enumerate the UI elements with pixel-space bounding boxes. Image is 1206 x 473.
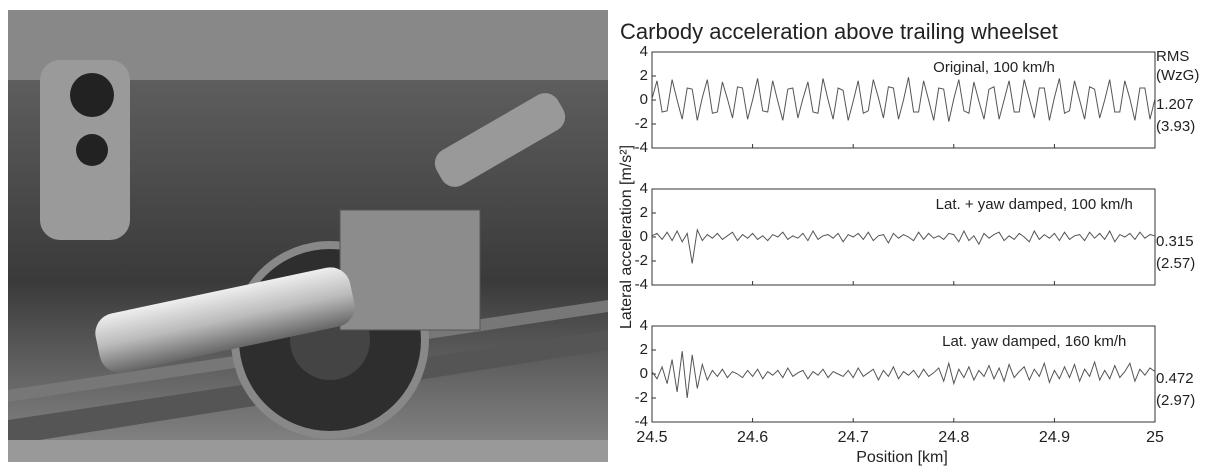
y-tick-label: -2 (635, 389, 648, 406)
y-tick-label: 2 (640, 341, 648, 358)
rms-label: (3.93) (1156, 118, 1195, 135)
y-tick-label: 0 (640, 91, 648, 108)
x-tick-label: 24.9 (1039, 429, 1070, 446)
x-tick-label: 24.7 (838, 429, 869, 446)
rms-label: (2.97) (1156, 392, 1195, 409)
y-tick-label: -2 (635, 252, 648, 269)
rms-header: (WzG) (1156, 67, 1199, 84)
rms-header: RMS (1156, 48, 1189, 65)
y-tick-label: 2 (640, 204, 648, 221)
y-axis-label: Lateral acceleration [m/s²] (618, 145, 635, 329)
panel-label: Lat. yaw damped, 160 km/h (942, 333, 1126, 350)
rms-label: 1.207 (1156, 96, 1194, 113)
page: Carbody acceleration above trailing whee… (0, 0, 1206, 468)
y-tick-label: 4 (640, 43, 648, 60)
y-tick-label: -2 (635, 115, 648, 132)
figure: Carbody acceleration above trailing whee… (0, 0, 1206, 468)
x-tick-label: 24.8 (938, 429, 969, 446)
rms-label: (2.57) (1156, 255, 1195, 272)
y-tick-label: -4 (635, 276, 648, 293)
x-tick-label: 24.6 (737, 429, 768, 446)
panel-label: Original, 100 km/h (933, 59, 1055, 76)
y-tick-label: -4 (635, 139, 648, 156)
x-tick-label: 25 (1146, 429, 1164, 446)
photo (8, 10, 608, 462)
signal-line (652, 77, 1155, 121)
x-axis-label: Position [km] (856, 449, 948, 466)
rms-label: 0.315 (1156, 233, 1194, 250)
signal-line (652, 351, 1155, 398)
y-tick-label: 4 (640, 317, 648, 334)
y-tick-label: -4 (635, 413, 648, 430)
panel-label: Lat. + yaw damped, 100 km/h (936, 196, 1133, 213)
signal-line (652, 230, 1155, 264)
y-tick-label: 0 (640, 365, 648, 382)
chart-title: Carbody acceleration above trailing whee… (620, 19, 1058, 44)
x-tick-label: 24.5 (636, 429, 667, 446)
y-tick-label: 4 (640, 180, 648, 197)
y-tick-label: 0 (640, 228, 648, 245)
rms-label: 0.472 (1156, 370, 1194, 387)
y-tick-label: 2 (640, 67, 648, 84)
